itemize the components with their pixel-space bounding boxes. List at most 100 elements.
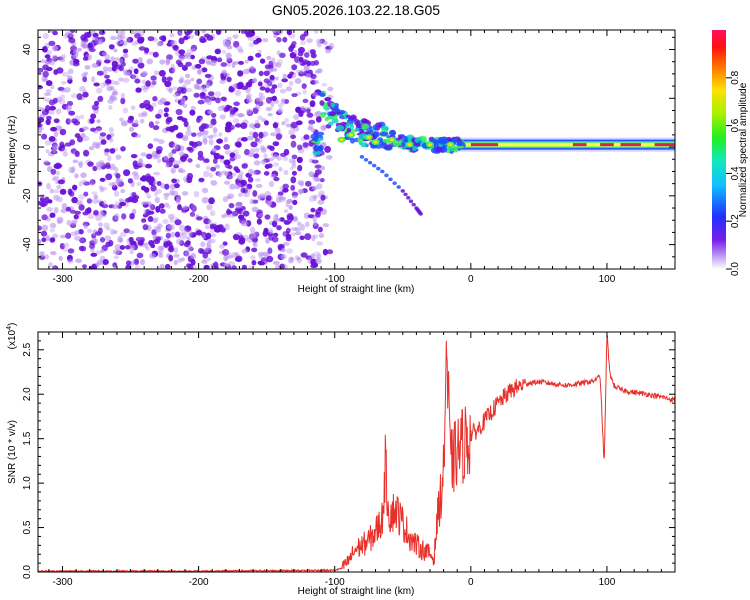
noise-dot <box>249 131 254 136</box>
noise-dot <box>211 233 217 238</box>
noise-dot <box>98 30 106 36</box>
noise-dot <box>136 252 143 259</box>
noise-dot <box>152 239 160 244</box>
noise-dot <box>109 137 114 143</box>
noise-dot <box>70 223 77 229</box>
noise-dot <box>254 178 261 182</box>
noise-dot <box>52 266 58 269</box>
noise-dot <box>221 49 227 55</box>
noise-dot <box>299 34 306 41</box>
noise-dot <box>239 236 246 243</box>
noise-dot <box>265 239 270 244</box>
x-tick-label: -100 <box>325 577 345 588</box>
branch-blob <box>376 166 381 171</box>
noise-dot <box>41 133 48 140</box>
noise-dot <box>246 183 253 190</box>
noise-dot <box>249 148 255 154</box>
noise-dot <box>145 80 151 87</box>
noise-dot <box>171 178 178 184</box>
x-tick-label: 100 <box>599 577 616 588</box>
noise-dot <box>66 219 72 226</box>
noise-dot <box>219 244 225 249</box>
noise-dot <box>60 58 66 63</box>
noise-dot <box>45 80 53 87</box>
noise-dot <box>168 67 175 74</box>
ridge-hotspot-core <box>407 143 412 147</box>
noise-dot <box>272 141 280 147</box>
noise-dot <box>86 228 93 233</box>
noise-dot <box>141 218 147 223</box>
noise-dot <box>42 160 50 166</box>
noise-dot <box>138 112 144 118</box>
snr-ylabel: SNR (10 * v/v) <box>7 420 18 484</box>
noise-dot <box>116 34 124 41</box>
noise-dot <box>256 209 263 216</box>
noise-dot <box>213 152 221 160</box>
noise-dot <box>40 59 46 64</box>
noise-dot <box>52 175 60 180</box>
noise-dot <box>96 127 102 132</box>
spectrogram-area <box>38 30 675 269</box>
noise-dot <box>107 154 112 162</box>
y-tick-label: 0.0 <box>22 565 33 579</box>
ridge-blob <box>359 128 364 135</box>
noise-dot <box>83 71 89 76</box>
noise-dot <box>216 57 223 63</box>
noise-dot <box>168 213 175 220</box>
noise-dot <box>39 251 45 258</box>
ridge-blob <box>349 123 354 130</box>
noise-dot <box>99 212 107 218</box>
noise-dot <box>78 245 85 251</box>
noise-dot <box>62 151 68 157</box>
noise-dot <box>41 237 47 243</box>
noise-dot <box>50 84 55 90</box>
noise-dot <box>222 241 228 246</box>
noise-dot <box>306 38 313 43</box>
branch-blob <box>406 195 411 200</box>
noise-dot <box>112 230 118 234</box>
branch-blob <box>403 192 408 197</box>
x-tick-label: -200 <box>189 274 209 285</box>
noise-dot <box>65 118 71 125</box>
noise-dot <box>104 235 112 242</box>
noise-dot <box>131 192 137 198</box>
noise-dot <box>312 185 318 191</box>
noise-dot <box>86 198 93 204</box>
noise-dot <box>53 130 59 138</box>
noise-dot <box>248 42 255 48</box>
noise-dot <box>228 175 234 180</box>
noise-dot <box>208 197 215 205</box>
noise-dot <box>293 215 298 221</box>
noise-dot <box>97 227 103 235</box>
noise-dot <box>121 120 128 127</box>
noise-dot <box>303 65 310 71</box>
noise-dot <box>136 181 142 187</box>
noise-dot <box>224 223 230 231</box>
band-core <box>600 143 614 147</box>
noise-dot <box>202 130 209 135</box>
noise-dot <box>104 74 110 79</box>
noise-dot <box>49 105 56 111</box>
noise-dot <box>284 117 289 123</box>
noise-dot <box>168 157 175 163</box>
noise-dot <box>65 232 72 239</box>
noise-dot <box>309 49 316 55</box>
noise-dot <box>316 41 322 48</box>
noise-dot <box>180 96 186 104</box>
noise-dot <box>79 114 85 120</box>
noise-dot <box>262 251 269 257</box>
ridge-blob <box>377 137 383 141</box>
noise-dot <box>89 179 95 186</box>
noise-dot <box>129 212 135 220</box>
noise-dot <box>102 259 109 265</box>
noise-dot <box>128 230 135 235</box>
noise-dot <box>302 59 309 65</box>
noise-dot <box>300 252 308 258</box>
noise-dot <box>221 69 227 75</box>
branch-blob <box>380 169 385 174</box>
noise-dot <box>57 179 65 185</box>
noise-dot <box>95 262 100 267</box>
noise-dot <box>92 141 99 148</box>
noise-dot <box>130 74 137 79</box>
noise-dot <box>89 48 96 53</box>
